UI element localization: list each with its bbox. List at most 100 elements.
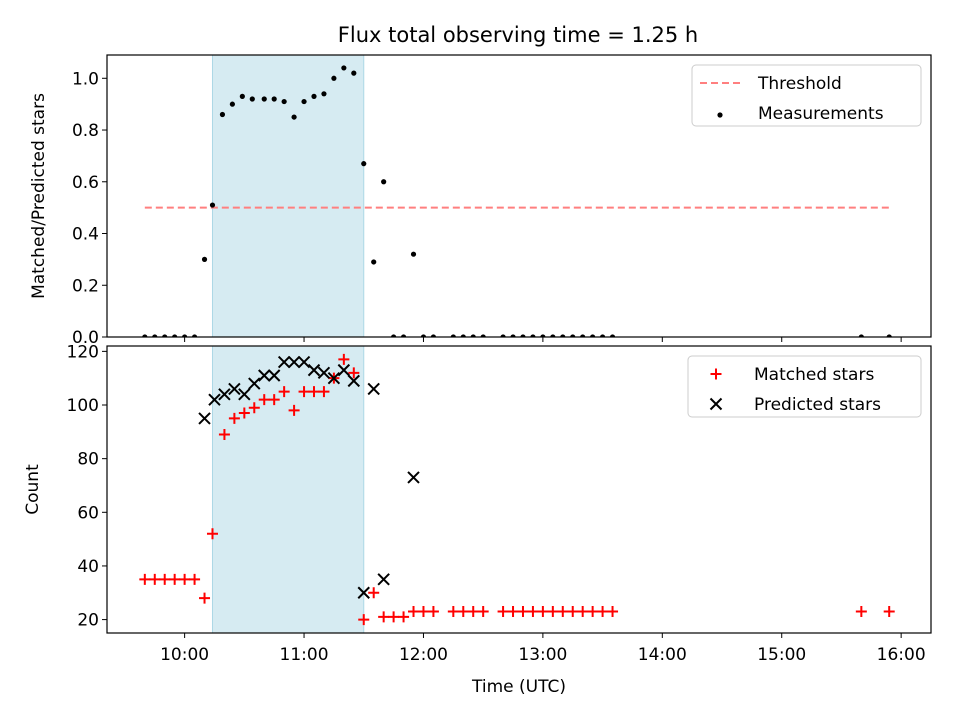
series-matched-stars: [139, 353, 895, 626]
measurement-point: [271, 96, 277, 102]
matched-star-point: [883, 606, 895, 618]
matched-star-point: [368, 587, 380, 599]
legend-label: Matched stars: [754, 365, 874, 385]
predicted-star-point: [208, 393, 221, 406]
observing-window-span: [211, 345, 365, 634]
matched-star-point: [507, 606, 519, 618]
measurement-point: [540, 334, 546, 337]
matched-star-point: [427, 606, 439, 618]
predicted-star-point: [317, 366, 331, 380]
measurement-point: [590, 334, 596, 337]
matched-star-point: [417, 606, 429, 618]
matched-star-point: [378, 611, 390, 623]
matched-star-point: [159, 573, 171, 585]
legend-box: [687, 355, 922, 418]
matched-star-point: [567, 606, 579, 618]
measurement-point: [351, 70, 357, 76]
matched-star-point: [149, 573, 161, 585]
x-tick-label: 15:00: [757, 645, 806, 665]
matched-star-point: [268, 394, 280, 406]
top-panel: 0.0 0.2 0.4 0.6 0.8 1.0 Matched/Predicted star…: [29, 54, 932, 348]
predicted-star-point: [327, 371, 341, 385]
matched-star-point: [547, 606, 559, 618]
measurement-point: [886, 334, 892, 337]
matched-star-point: [179, 573, 191, 585]
measurement-point: [301, 98, 307, 105]
legend-matched-swatch: [710, 368, 722, 380]
measurement-point: [321, 91, 327, 97]
x-tick-label: 14:00: [638, 645, 687, 665]
matched-star-point: [298, 386, 310, 398]
predicted-star-point: [347, 374, 361, 388]
matched-star-point: [248, 402, 260, 414]
measurement-point: [381, 179, 387, 185]
measurement-point: [500, 334, 506, 337]
y-axis-label: Matched/Predicted stars: [29, 93, 49, 299]
measurement-point: [430, 334, 437, 337]
measurement-point: [550, 334, 556, 337]
measurement-point: [609, 334, 616, 337]
chart-title: Flux total observing time = 1.25 h: [338, 23, 698, 47]
measurement-point: [209, 202, 216, 208]
matched-star-point: [408, 606, 420, 618]
series-predicted-stars: [198, 355, 420, 599]
measurement-point: [410, 251, 417, 257]
matched-star-point: [258, 394, 270, 406]
matched-star-point: [398, 611, 410, 623]
predicted-star-point: [307, 363, 321, 377]
y-tick-label: 80: [77, 450, 99, 470]
measurement-point: [172, 334, 178, 337]
matched-star-point: [228, 412, 240, 424]
observing-window-span: [211, 54, 365, 338]
matched-star-point: [388, 611, 400, 623]
matched-star-point: [457, 606, 469, 618]
matched-star-point: [318, 386, 330, 398]
predicted-star-point: [357, 586, 370, 599]
legend-predicted-swatch: [709, 397, 723, 411]
matched-star-point: [218, 429, 230, 441]
measurement-point: [530, 334, 536, 337]
legend-measurements-swatch: [717, 112, 723, 118]
matched-star-point: [358, 614, 370, 626]
measurement-point: [450, 334, 456, 337]
y-tick-label: 120: [67, 342, 99, 362]
plot-area: [142, 65, 892, 337]
matched-star-point: [278, 386, 290, 398]
x-tick-label: 12:00: [399, 645, 448, 665]
measurement-point: [371, 259, 377, 265]
measurement-point: [191, 334, 198, 337]
measurement-point: [201, 256, 208, 262]
predicted-star-point: [258, 369, 271, 382]
matched-star-point: [467, 606, 479, 618]
legend-box: [691, 64, 922, 127]
measurement-point: [229, 101, 235, 107]
measurement-point: [361, 161, 367, 167]
matched-star-point: [587, 606, 599, 618]
matched-star-point: [855, 606, 867, 618]
matched-star-point: [139, 573, 151, 585]
legend: Matched stars Predicted stars: [687, 355, 922, 418]
bottom-panel: 20 40 60 80 100 120 10:00 11:00 12:00 13:00 14:00 1…: [23, 342, 932, 697]
measurement-point: [580, 334, 586, 337]
measurement-point: [291, 114, 297, 120]
y-tick-label: 60: [77, 503, 99, 523]
matched-star-point: [206, 528, 218, 540]
measurement-point: [420, 334, 427, 337]
measurement-point: [239, 93, 245, 99]
legend-label: Measurements: [758, 104, 884, 124]
measurement-point: [162, 334, 168, 337]
legend: Threshold Measurements: [691, 64, 922, 127]
measurement-point: [182, 334, 188, 337]
measurement-point: [520, 334, 526, 337]
measurement-point: [599, 334, 606, 337]
predicted-star-point: [377, 573, 390, 586]
y-tick-label: 0.0: [72, 328, 99, 348]
y-tick-label: 100: [67, 396, 99, 416]
measurement-point: [391, 334, 397, 337]
y-tick-label: 0.4: [72, 225, 99, 245]
matched-star-point: [288, 404, 300, 416]
matched-star-point: [169, 573, 181, 585]
measurement-point: [341, 65, 347, 71]
measurement-point: [470, 334, 476, 337]
